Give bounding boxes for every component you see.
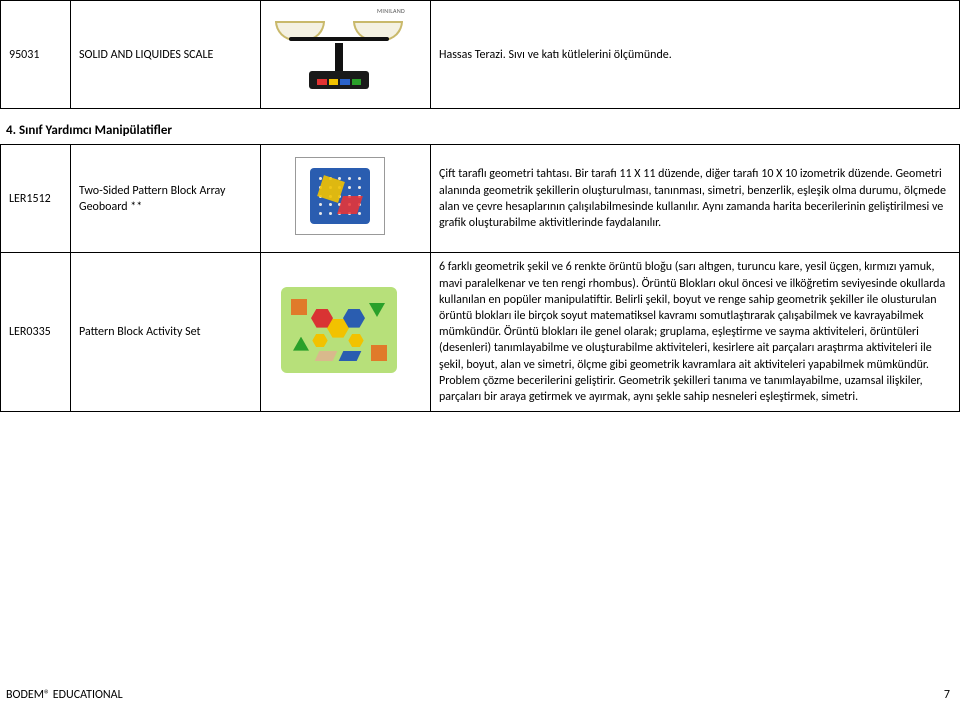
cell-name: Pattern Block Activity Set xyxy=(71,253,261,412)
table-row: LER0335 Pattern Block Activity Set xyxy=(1,253,960,412)
footer-brand: BODEM® EDUCATIONAL xyxy=(6,688,123,702)
page-number: 7 xyxy=(944,688,950,702)
page-footer: BODEM® EDUCATIONAL 7 xyxy=(6,688,950,702)
cell-image: MINILAND xyxy=(261,1,431,109)
cell-code: LER1512 xyxy=(1,145,71,253)
cell-image xyxy=(261,253,431,412)
cell-code: LER0335 xyxy=(1,253,71,412)
cell-image xyxy=(261,145,431,253)
product-table-2: LER1512 Two-Sided Pattern Block Array Ge… xyxy=(0,144,960,412)
brand-label: MINILAND xyxy=(377,7,405,15)
table-row: LER1512 Two-Sided Pattern Block Array Ge… xyxy=(1,145,960,253)
cell-desc: Hassas Terazi. Sıvı ve katı kütlelerini … xyxy=(431,1,960,109)
cell-code: 95031 xyxy=(1,1,71,109)
pattern-blocks-icon xyxy=(269,285,409,375)
cell-desc: Çift taraflı geometri tahtası. Bir taraf… xyxy=(431,145,960,253)
scale-icon: MINILAND xyxy=(269,7,409,97)
section-title: 4. Sınıf Yardımcı Manipülatifler xyxy=(6,123,960,138)
table-row: 95031 SOLID AND LIQUIDES SCALE MINILAND … xyxy=(1,1,960,109)
cell-desc: 6 farklı geometrik şekil ve 6 renkte örü… xyxy=(431,253,960,412)
cell-name: SOLID AND LIQUIDES SCALE xyxy=(71,1,261,109)
product-table-1: 95031 SOLID AND LIQUIDES SCALE MINILAND … xyxy=(0,0,960,109)
geoboard-icon xyxy=(269,151,409,241)
cell-name: Two-Sided Pattern Block Array Geoboard *… xyxy=(71,145,261,253)
